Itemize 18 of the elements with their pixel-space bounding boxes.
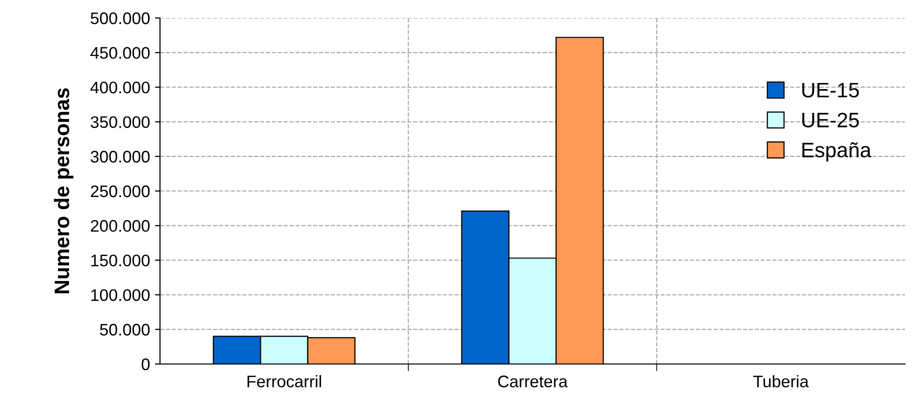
y-tick-label: 0 [142, 358, 150, 370]
y-tick-label: 200.000 [90, 220, 150, 232]
y-axis-title: Numero de personas [54, 88, 74, 294]
y-tick-label: 350.000 [90, 116, 150, 128]
legend-label: UE-25 [802, 112, 859, 128]
x-tick-label: Tuberia [753, 375, 809, 388]
y-tick-label: 150.000 [91, 254, 150, 266]
y-tick-label: 100.000 [91, 289, 150, 302]
y-tick-label: 500.000 [90, 12, 150, 24]
y-tick-label: 50.000 [100, 324, 150, 336]
y-tick-label: 250.000 [90, 185, 150, 198]
legend-label: UE-15 [802, 82, 859, 98]
y-tick-label: 400.000 [90, 82, 150, 94]
x-tick-label: Carretera [498, 376, 568, 388]
y-tick-label: 300.000 [90, 150, 150, 163]
x-tick-label: Ferrocarril [248, 375, 322, 388]
legend-label: España [802, 142, 872, 162]
y-tick-label: 450.000 [90, 47, 150, 59]
